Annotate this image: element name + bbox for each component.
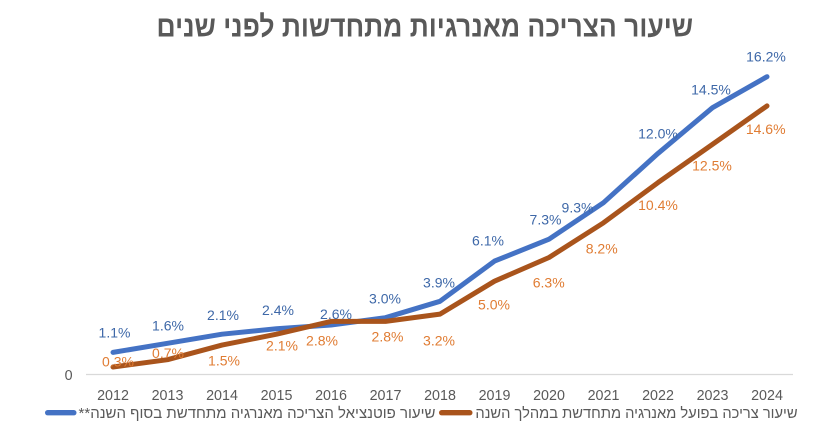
svg-text:2014: 2014 [206,388,238,404]
svg-text:3.9%: 3.9% [423,275,455,291]
svg-text:שיעור צריכה בפועל מאנרגיה מתחד: שיעור צריכה בפועל מאנרגיה מתחדשת במהלך ה… [475,405,797,422]
svg-text:9.3%: 9.3% [562,199,594,215]
svg-text:שיעור פוטנציאל הצריכה מאנרגיה: שיעור פוטנציאל הצריכה מאנרגיה מתחדשת בסו… [79,405,436,422]
svg-text:8.2%: 8.2% [586,240,618,256]
svg-text:14.5%: 14.5% [691,82,731,98]
svg-text:14.6%: 14.6% [746,121,786,137]
svg-text:2023: 2023 [697,388,729,404]
svg-text:10.4%: 10.4% [638,197,678,213]
svg-text:3.0%: 3.0% [369,291,401,307]
svg-text:7.3%: 7.3% [530,211,562,227]
svg-text:6.3%: 6.3% [533,274,565,290]
svg-text:5.0%: 5.0% [478,297,510,313]
svg-text:2020: 2020 [533,388,565,404]
svg-text:0: 0 [65,368,73,384]
svg-text:2024: 2024 [751,388,783,404]
svg-text:2.8%: 2.8% [306,333,338,349]
svg-text:2.6%: 2.6% [320,306,352,322]
svg-text:1.6%: 1.6% [152,318,184,334]
svg-text:0.7%: 0.7% [152,345,184,361]
svg-text:2016: 2016 [315,388,347,404]
svg-text:1.5%: 1.5% [208,353,240,369]
svg-text:6.1%: 6.1% [472,233,504,249]
svg-text:2018: 2018 [424,388,456,404]
svg-text:2.1%: 2.1% [266,338,298,354]
svg-text:2012: 2012 [97,388,129,404]
svg-text:2022: 2022 [642,388,674,404]
svg-text:2.8%: 2.8% [372,328,404,344]
svg-text:2021: 2021 [588,388,620,404]
svg-text:2019: 2019 [479,388,511,404]
svg-text:12.0%: 12.0% [638,125,678,141]
svg-text:2015: 2015 [261,388,293,404]
svg-text:2.1%: 2.1% [207,307,239,323]
svg-text:16.2%: 16.2% [746,49,786,65]
svg-text:1.1%: 1.1% [99,325,131,341]
svg-text:2017: 2017 [370,388,402,404]
svg-text:שיעור הצריכה מאנרגיות מתחדשות: שיעור הצריכה מאנרגיות מתחדשות לפני שנים [157,11,694,44]
svg-text:0.3%: 0.3% [102,354,134,370]
svg-text:2.4%: 2.4% [262,302,294,318]
svg-text:12.5%: 12.5% [692,158,732,174]
svg-text:2013: 2013 [152,388,184,404]
svg-text:3.2%: 3.2% [423,333,455,349]
